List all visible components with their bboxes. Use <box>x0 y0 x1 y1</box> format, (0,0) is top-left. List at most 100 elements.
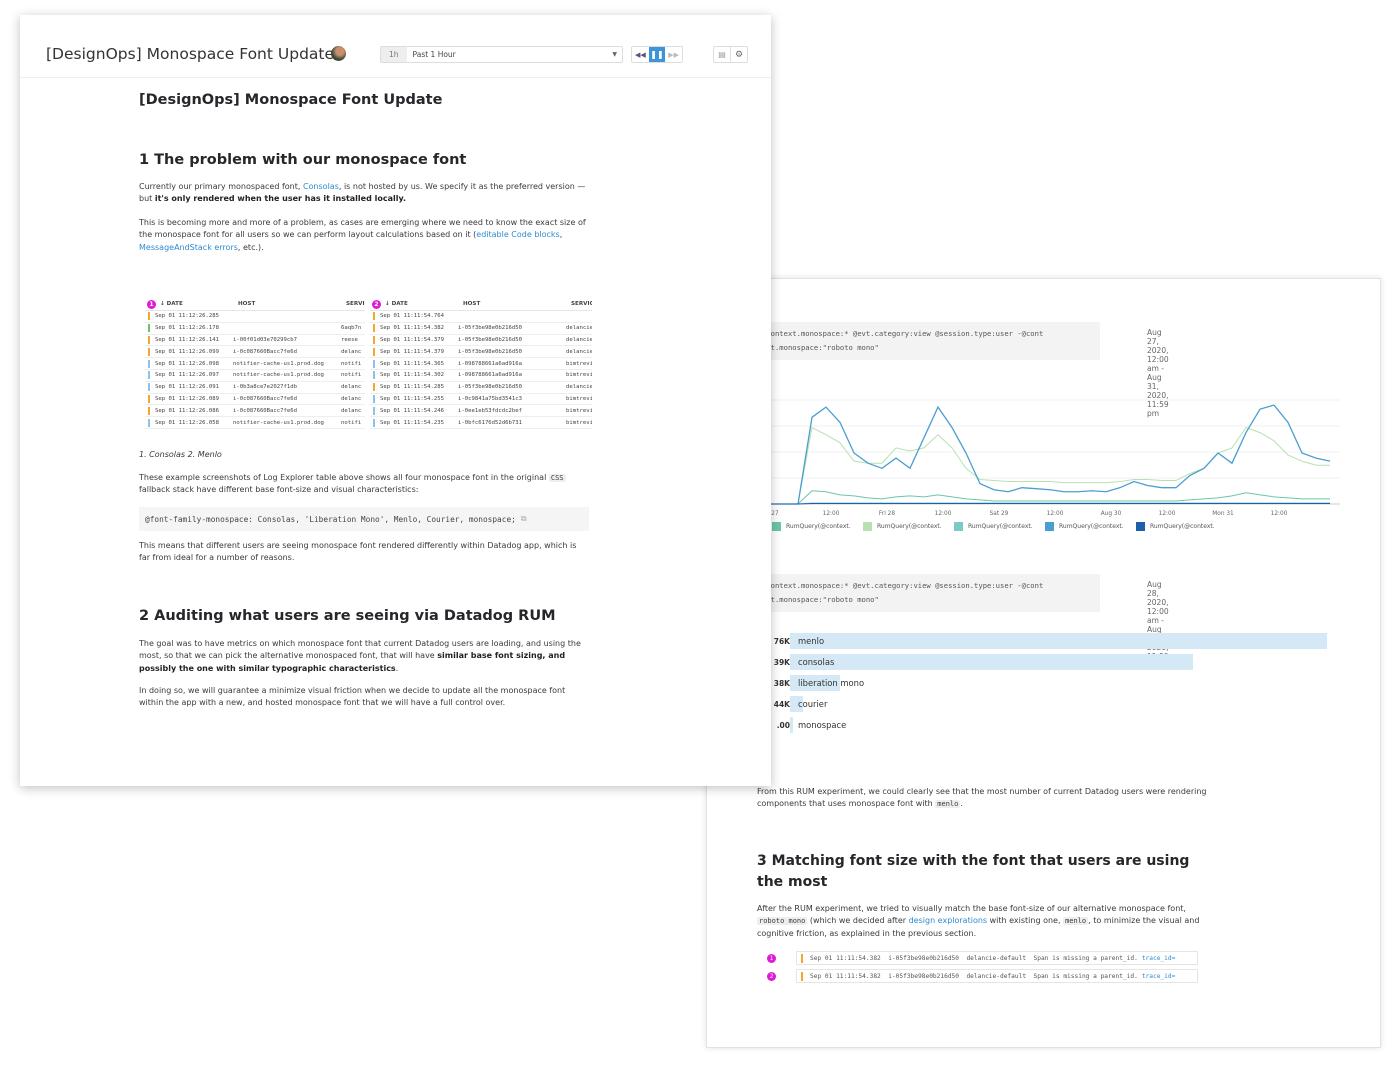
legend-swatch <box>954 522 963 531</box>
status-bar <box>373 335 375 344</box>
table-row[interactable]: Sep 01 11:12:26.058 notifier-cache-us1.pr… <box>145 417 365 429</box>
table-row[interactable]: Sep 01 11:12:26.097 notifier-cache-us1.pr… <box>145 370 365 382</box>
message-and-stack-link[interactable]: MessageAndStack errors <box>139 242 238 252</box>
toplist-row[interactable]: 44K courier <box>760 696 1340 712</box>
legend-item[interactable]: RumQuery(@context. <box>863 522 942 531</box>
timeseries-chart[interactable]: 27 12:00 Fri 28 12:00 Sat 29 12:00 Aug 30 12:00… <box>760 380 1340 520</box>
x-tick-label: 12:00 <box>823 511 840 517</box>
date-cell: Sep 01 11:12:26.178 <box>155 325 219 332</box>
bar-value: .00 <box>776 720 790 730</box>
design-explorations-link[interactable]: design explorations <box>908 916 988 926</box>
time-selector[interactable]: 1h Past 1 Hour ▼ <box>380 46 623 63</box>
notebook-title[interactable]: [DesignOps] Monospace Font Update <box>46 45 335 63</box>
toplist-row[interactable]: 76K menlo <box>760 633 1340 649</box>
x-tick-label: Aug 30 <box>1101 511 1122 517</box>
x-tick-label: 12:00 <box>1159 511 1176 517</box>
table-row[interactable]: Sep 01 11:11:54.235 i-0bfc6176d52d6b731 bi… <box>370 417 592 429</box>
section-3-heading: 3 Matching font size with the font that … <box>757 853 1190 890</box>
table-row[interactable]: Sep 01 11:11:54.255 i-0c9841a75bd3541c3 bi… <box>370 394 592 406</box>
table-row[interactable]: Sep 01 11:11:54.285 i-05f3be98e0b216d50 de… <box>370 382 592 394</box>
legend-item[interactable]: RumQuery(@context. <box>772 522 851 531</box>
number-badge: 1 <box>767 953 776 963</box>
table-row[interactable]: Sep 01 11:12:26.141 i-00f01d03e70299cb7 re… <box>145 335 365 347</box>
table-row[interactable]: Sep 01 11:12:26.091 i-0b3a8ce7e2027f1db de… <box>145 382 365 394</box>
gear-icon[interactable]: ⚙ <box>734 49 744 60</box>
legend-item[interactable]: RumQuery(@context. <box>1136 522 1215 531</box>
date-cell: Sep 01 11:11:54.382 <box>380 325 444 332</box>
host-cell: i-05f3be98e0b216d50 <box>458 336 522 343</box>
editable-code-blocks-link[interactable]: editable Code blocks <box>476 230 560 240</box>
status-bar <box>373 347 375 356</box>
service-cell: notifi <box>341 360 362 367</box>
column-header[interactable]: SERVICE <box>571 301 592 307</box>
table-row[interactable]: Sep 01 11:11:54.764 <box>370 311 592 323</box>
series-line[interactable] <box>770 404 1331 505</box>
trace-link[interactable]: trace_id= <box>1141 954 1176 962</box>
column-header[interactable]: HOST <box>238 301 256 307</box>
service-cell: bimtrevinc <box>566 419 592 426</box>
table-row[interactable]: Sep 01 11:11:54.382 i-05f3be98e0b216d50 de… <box>370 323 592 335</box>
table-row[interactable]: Sep 01 11:11:54.379 i-05f3be98e0b216d50 de… <box>370 346 592 359</box>
date-range: Aug 27, 2020, 12:00 am - Aug 31, 2020, 1… <box>1147 328 1169 418</box>
number-badge: 2 <box>372 299 381 309</box>
rewind-icon[interactable]: ◀◀ <box>634 50 646 59</box>
bar-label: courier <box>798 699 828 709</box>
log-line[interactable]: 1 Sep 01 11:11:54.382 i-05f3be98e0b216d50… <box>765 951 1198 965</box>
playback-controls: ◀◀ ❚❚ ▶▶ <box>631 46 683 63</box>
avatar[interactable] <box>331 46 346 61</box>
host-cell: i-0ee1eb53fdcdc2bef <box>458 407 522 414</box>
copy-icon[interactable]: ⧉ <box>520 514 527 523</box>
column-header[interactable]: HOST <box>463 301 481 307</box>
bar <box>790 696 804 712</box>
table-row[interactable]: Sep 01 11:12:26.089 i-0c087660Bacc7fe6d de… <box>145 394 365 406</box>
query-box-2[interactable]: @context.monospace:* @evt.category:view … <box>752 574 1100 612</box>
toplist-row[interactable]: 38K liberation mono <box>760 675 1340 691</box>
legend-swatch <box>1136 522 1145 531</box>
table-row[interactable]: Sep 01 11:11:54.365 i-098788661a6ad916a bi… <box>370 358 592 370</box>
series-line[interactable] <box>770 502 1330 505</box>
status-bar <box>373 312 375 321</box>
table-row[interactable]: Sep 01 11:12:26.098 notifier-cache-us1.pr… <box>145 358 365 370</box>
table-row[interactable]: Sep 01 11:12:26.178 6aqb7n <box>145 323 365 335</box>
series-line[interactable] <box>770 490 1330 505</box>
table-row[interactable]: Sep 01 11:11:54.302 i-098788661a6ad916a bi… <box>370 370 592 382</box>
query-box-1[interactable]: @context.monospace:* @evt.category:view … <box>752 322 1100 360</box>
figure-caption: 1. Consolas 2. Menlo <box>139 450 222 459</box>
pause-icon[interactable]: ❚❚ <box>648 47 666 62</box>
date-cell: Sep 01 11:11:54.379 <box>380 348 444 355</box>
status-bar <box>148 406 150 415</box>
date-cell: Sep 01 11:12:26.285 <box>155 313 219 320</box>
toplist-row[interactable]: .00 monospace <box>760 717 1340 733</box>
table-row[interactable]: Sep 01 11:12:26.086 i-0c087660Bacc7fe6d de… <box>145 405 365 418</box>
number-badge: 2 <box>767 971 776 981</box>
fast-forward-icon[interactable]: ▶▶ <box>668 50 680 59</box>
trace-link[interactable]: trace_id= <box>1141 972 1176 980</box>
column-header[interactable]: ↓ DATE <box>160 301 183 307</box>
layout-icon[interactable]: ▤ <box>714 47 731 62</box>
table-row[interactable]: Sep 01 11:11:54.379 i-05f3be98e0b216d50 de… <box>370 335 592 347</box>
consolas-link[interactable]: Consolas <box>302 182 339 191</box>
log-line[interactable]: 2 Sep 01 11:11:54.382 i-05f3be98e0b216d50… <box>765 969 1198 983</box>
bar-label: liberation mono <box>798 678 865 688</box>
section-1-paragraph-4: This means that different users are seei… <box>139 541 577 563</box>
table-row[interactable]: Sep 01 11:11:54.246 i-0ee1eb53fdcdc2bef bi… <box>370 405 592 418</box>
series-line[interactable] <box>770 502 1330 505</box>
column-header[interactable]: ↓ DATE <box>385 301 408 307</box>
table-row[interactable]: Sep 01 11:12:26.099 i-0c087660Bacc7fe6d de… <box>145 346 365 359</box>
service-cell: delancie-c <box>566 325 592 332</box>
service-cell: delancie-c <box>566 348 592 355</box>
table-row[interactable]: Sep 01 11:12:26.285 <box>145 311 365 323</box>
header-bar: [DesignOps] Monospace Font Update 1h Pas… <box>20 15 771 78</box>
time-short: 1h <box>381 47 407 62</box>
status-bar <box>373 406 375 415</box>
bar-value: 44K <box>773 699 790 709</box>
toplist-row[interactable]: 39K consolas <box>760 654 1340 670</box>
legend-item[interactable]: RumQuery(@context. <box>954 522 1033 531</box>
status-bar <box>148 371 150 380</box>
series-line[interactable] <box>770 426 1330 505</box>
service-cell: bimtrevinc <box>566 395 592 402</box>
code-text: @font-family-monospace: Consolas, 'Liber… <box>145 514 516 524</box>
legend-item[interactable]: RumQuery(@context. <box>1045 522 1124 531</box>
x-tick-label: 12:00 <box>1271 511 1288 517</box>
column-header[interactable]: SERVIC <box>346 301 365 307</box>
